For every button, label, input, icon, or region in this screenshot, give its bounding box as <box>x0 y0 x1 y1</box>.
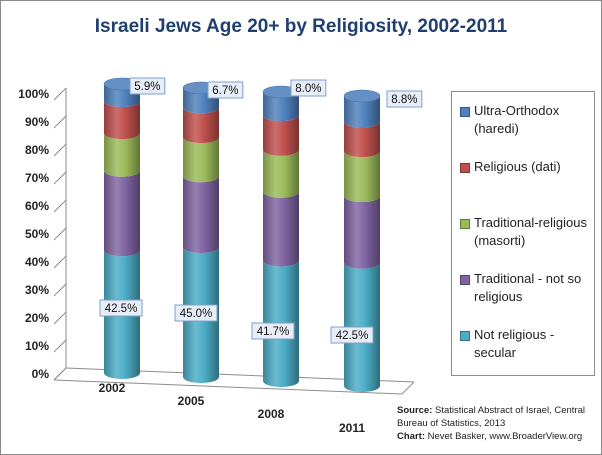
legend-swatch <box>460 219 470 229</box>
y-tick <box>53 227 67 241</box>
data-label-top-2011: 8.8% <box>391 94 417 106</box>
data-label-bottom-2002: 42.5% <box>105 303 138 315</box>
data-label-top-2002: 5.9% <box>134 81 160 93</box>
source-note: Source: Statistical Abstract of Israel, … <box>397 404 602 443</box>
bar-segment-2011-3 <box>344 121 380 158</box>
bar-segment-2011-2 <box>344 151 380 203</box>
bar-segment-2008-4 <box>263 92 299 122</box>
legend-label: Ultra-Orthodox (haredi) <box>474 103 560 136</box>
floor-front-edge <box>53 379 403 395</box>
x-tick-label: 2005 <box>178 394 205 408</box>
data-label-bottom-2008: 41.7% <box>257 326 290 338</box>
legend-label: Traditional - not so religious <box>474 271 582 304</box>
credit-text: Nevet Basker, www.BroaderView.org <box>427 431 583 442</box>
y-tick-label: 80% <box>25 143 49 157</box>
bar-segment-2005-1 <box>183 176 219 253</box>
source-text: Statistical Abstract of Israel, Central … <box>397 405 585 429</box>
bar-segment-2005-2 <box>183 137 219 183</box>
y-tick <box>53 255 67 269</box>
bar-top-cap-2011 <box>343 89 381 103</box>
legend-label: Not religious - secular <box>474 327 555 360</box>
chart-title: Israeli Jews Age 20+ by Religiosity, 200… <box>94 16 508 37</box>
y-tick <box>53 199 67 213</box>
chart-legend: Ultra-Orthodox (haredi) Religious (dati)… <box>451 91 595 376</box>
y-tick-label: 20% <box>25 311 49 325</box>
data-label-bottom-2011: 42.5% <box>336 330 369 342</box>
y-tick <box>53 143 67 157</box>
y-tick-label: 40% <box>25 255 49 269</box>
y-tick-label: 0% <box>32 367 50 381</box>
x-tick-label: 2011 <box>339 421 365 435</box>
data-label-top-2005-box <box>207 81 244 99</box>
credit-line: Chart: Nevet Basker, www.BroaderView.org <box>397 431 583 442</box>
legend-label: Traditional-religious (masorti) <box>474 215 587 248</box>
y-tick <box>53 311 67 325</box>
credit-label: Chart <box>397 431 422 442</box>
y-tick-label: 10% <box>25 339 49 353</box>
x-tick-label: 2002 <box>99 381 126 395</box>
y-tick-label: 90% <box>25 115 49 129</box>
legend-swatch <box>460 275 470 285</box>
source-label: Source <box>397 405 430 416</box>
bar-segment-2008-3 <box>263 115 299 156</box>
data-label-top-2011-box <box>386 90 423 108</box>
data-label-top-2005: 6.7% <box>212 85 238 97</box>
y-tick-label: 60% <box>25 199 49 213</box>
y-tick-label: 30% <box>25 283 49 297</box>
y-tick <box>53 115 67 129</box>
y-tick <box>53 87 67 101</box>
data-label-top-2002-box <box>129 77 166 95</box>
data-label-top-2008: 8.0% <box>295 83 321 95</box>
bar-segment-2008-2 <box>263 149 299 198</box>
y-tick-label: 100% <box>18 87 49 101</box>
y-tick-label: 70% <box>25 171 49 185</box>
bar-segment-2002-2 <box>104 133 140 177</box>
bar-segment-2008-1 <box>263 191 299 267</box>
bar-segment-2002-1 <box>104 170 140 257</box>
legend-label: Religious (dati) <box>474 159 561 174</box>
floor-right-edge <box>401 381 415 395</box>
x-tick-label: 2008 <box>258 407 285 421</box>
bar-segment-2011-4 <box>344 96 380 128</box>
y-tick <box>53 283 67 297</box>
data-label-bottom-2008-box <box>251 322 295 340</box>
y-tick-label: 50% <box>25 227 49 241</box>
legend-swatch <box>460 163 470 173</box>
floor-left-edge <box>53 367 67 381</box>
bar-segment-2011-1 <box>344 196 380 269</box>
legend-swatch <box>460 107 470 117</box>
source-line: Source: Statistical Abstract of Israel, … <box>397 405 585 429</box>
bar-segment-2005-3 <box>183 107 219 144</box>
data-label-top-2008-box <box>290 79 327 97</box>
y-tick <box>53 339 67 353</box>
data-label-bottom-2005: 45.0% <box>180 308 213 320</box>
data-label-bottom-2011-box <box>330 326 374 344</box>
bar-segment-2002-3 <box>104 101 140 140</box>
y-tick <box>53 171 67 185</box>
data-label-bottom-2005-box <box>174 304 218 322</box>
legend-swatch <box>460 331 470 341</box>
data-label-bottom-2002-box <box>99 299 143 317</box>
